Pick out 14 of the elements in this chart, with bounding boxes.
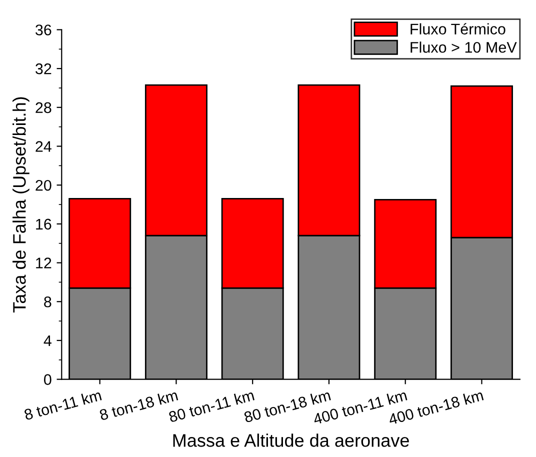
y-axis-title: Taxa de Falha (Upset/bit.h) xyxy=(12,97,30,312)
y-tick-label: 12 xyxy=(36,258,52,268)
y-tick-label: 24 xyxy=(36,141,52,152)
y-tick-label: 28 xyxy=(36,102,52,114)
legend-label: Fluxo Térmico xyxy=(410,23,506,34)
y-tick-label: 32 xyxy=(36,63,52,74)
y-tick-label: 36 xyxy=(36,24,52,36)
legend-label: Fluxo > 10 MeV xyxy=(410,42,517,53)
y-tick-label: 0 xyxy=(44,374,52,385)
x-axis-title: Massa e Altitude da aeronave xyxy=(173,434,409,447)
y-tick-label: 20 xyxy=(36,180,52,191)
y-tick-label: 16 xyxy=(36,218,52,230)
y-tick-label: 4 xyxy=(44,335,52,346)
y-tick-label: 8 xyxy=(44,296,52,308)
